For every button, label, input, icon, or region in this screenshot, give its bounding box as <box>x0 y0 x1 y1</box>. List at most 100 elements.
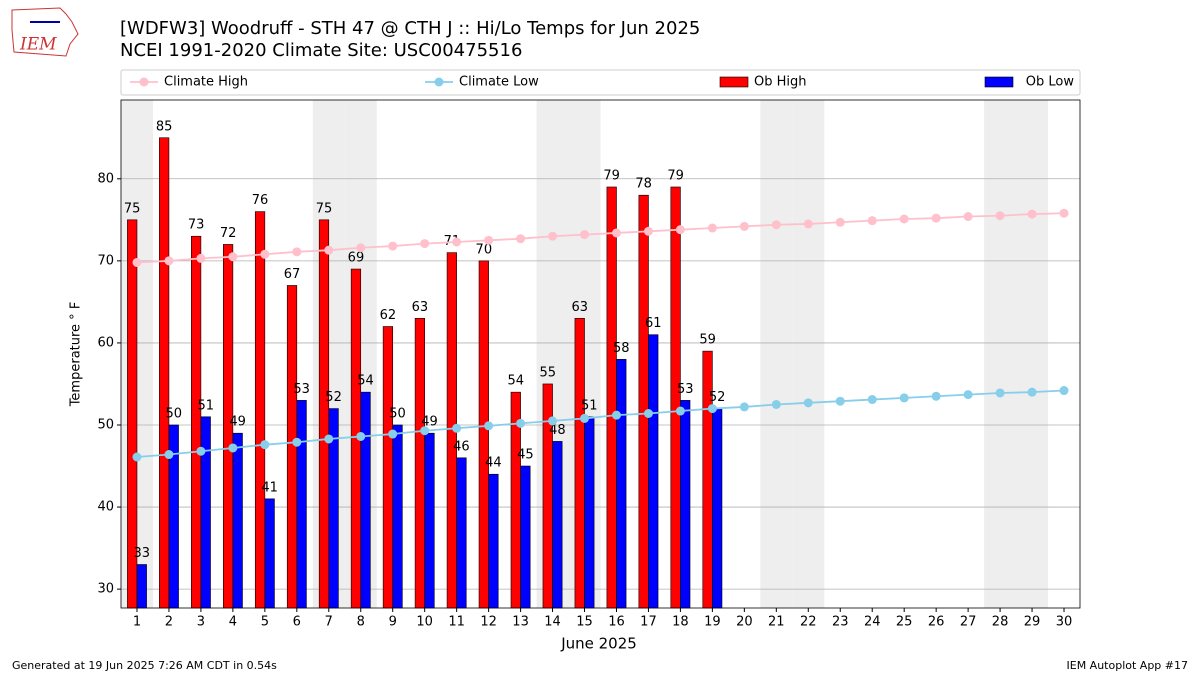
value-label: 53 <box>293 382 310 397</box>
line-marker <box>484 235 494 245</box>
x-tick-label: 9 <box>389 615 397 630</box>
line-marker <box>995 388 1005 398</box>
line-marker <box>324 434 334 444</box>
x-tick-label: 23 <box>832 615 849 630</box>
line-marker <box>867 216 877 226</box>
line-marker <box>675 406 685 416</box>
weekend-shade <box>984 100 1017 608</box>
x-tick-label: 12 <box>480 615 497 630</box>
line-marker <box>420 239 430 249</box>
bar <box>574 318 585 609</box>
x-tick-label: 3 <box>197 615 205 630</box>
x-tick-label: 4 <box>229 615 237 630</box>
x-tick-label: 5 <box>261 615 269 630</box>
line-marker <box>356 243 366 253</box>
bar <box>712 408 723 609</box>
bar <box>478 260 489 609</box>
value-label: 44 <box>485 456 502 471</box>
line-marker <box>611 410 621 420</box>
x-tick-label: 24 <box>864 615 881 630</box>
bar <box>286 285 298 609</box>
x-tick-label: 1 <box>133 615 141 630</box>
bar <box>232 432 243 609</box>
line-marker <box>132 452 142 462</box>
bar <box>680 400 691 609</box>
line-marker <box>548 416 558 426</box>
x-tick-label: 6 <box>293 615 301 630</box>
x-tick-label: 27 <box>960 615 977 630</box>
value-label: 72 <box>220 226 237 241</box>
y-tick-label: 50 <box>97 417 114 432</box>
value-label: 69 <box>348 251 365 266</box>
line <box>136 389 1065 458</box>
bar <box>200 416 211 609</box>
value-label: 75 <box>316 201 333 216</box>
bar <box>638 194 649 609</box>
line-marker <box>228 443 238 453</box>
value-label: 52 <box>709 390 726 405</box>
bar <box>648 334 659 609</box>
logo: IEM <box>11 7 79 57</box>
line-marker <box>931 391 941 401</box>
x-tick-label: 8 <box>357 615 365 630</box>
chart-title: [WDFW3] Woodruff - STH 47 @ CTH J :: Hi/… <box>120 18 700 39</box>
value-label: 79 <box>603 168 620 183</box>
x-tick-label: 15 <box>576 615 593 630</box>
logo-outline <box>11 7 79 57</box>
x-axis-label: June 2025 <box>560 635 637 653</box>
x-tick-label: 7 <box>325 615 333 630</box>
line-marker <box>580 230 590 240</box>
chart-subtitle: NCEI 1991-2020 Climate Site: USC00475516 <box>120 40 522 61</box>
line-marker <box>1027 387 1037 397</box>
line-marker <box>707 404 717 414</box>
value-label: 50 <box>389 406 406 421</box>
value-label: 48 <box>549 423 566 438</box>
line-marker <box>260 249 270 259</box>
value-label: 53 <box>677 382 694 397</box>
value-label: 75 <box>124 201 141 216</box>
value-label: 46 <box>453 439 470 454</box>
x-tick-label: 26 <box>928 615 945 630</box>
bar <box>520 465 531 609</box>
x-tick-label: 20 <box>736 615 753 630</box>
weekend-shade <box>760 100 793 608</box>
value-label: 49 <box>421 415 438 430</box>
x-tick-label: 30 <box>1056 615 1073 630</box>
legend <box>120 69 1081 96</box>
line-marker <box>260 440 270 450</box>
value-label: 41 <box>261 480 278 495</box>
line-marker <box>548 231 558 241</box>
line-marker <box>420 426 430 436</box>
legend-marker <box>139 77 149 87</box>
value-label: 73 <box>188 218 205 233</box>
y-tick-label: 30 <box>97 582 114 597</box>
line-marker <box>963 212 973 222</box>
line-marker <box>1059 208 1069 218</box>
bar <box>392 424 403 609</box>
line-marker <box>803 219 813 229</box>
value-label: 58 <box>613 341 630 356</box>
bar <box>159 137 170 609</box>
legend-label: Ob Low <box>1026 75 1075 90</box>
bar <box>584 416 595 609</box>
x-tick-label: 19 <box>704 615 721 630</box>
x-tick-label: 16 <box>608 615 625 630</box>
line-marker <box>356 431 366 441</box>
line-marker <box>611 228 621 238</box>
value-label: 45 <box>517 448 534 463</box>
value-label: 49 <box>229 415 246 430</box>
line-marker <box>771 399 781 409</box>
value-label: 76 <box>252 193 269 208</box>
bar <box>360 391 371 609</box>
line-marker <box>835 396 845 406</box>
footer-left: Generated at 19 Jun 2025 7:26 AM CDT in … <box>12 659 277 672</box>
footer-right: IEM Autoplot App #17 <box>1067 659 1189 672</box>
legend-label: Climate High <box>164 75 248 90</box>
x-tick-label: 29 <box>1024 615 1041 630</box>
legend-swatch <box>984 76 1014 88</box>
bar <box>456 457 467 609</box>
line-marker <box>292 247 302 257</box>
value-label: 52 <box>325 390 342 405</box>
y-tick-label: 70 <box>97 253 114 268</box>
line-marker <box>643 408 653 418</box>
